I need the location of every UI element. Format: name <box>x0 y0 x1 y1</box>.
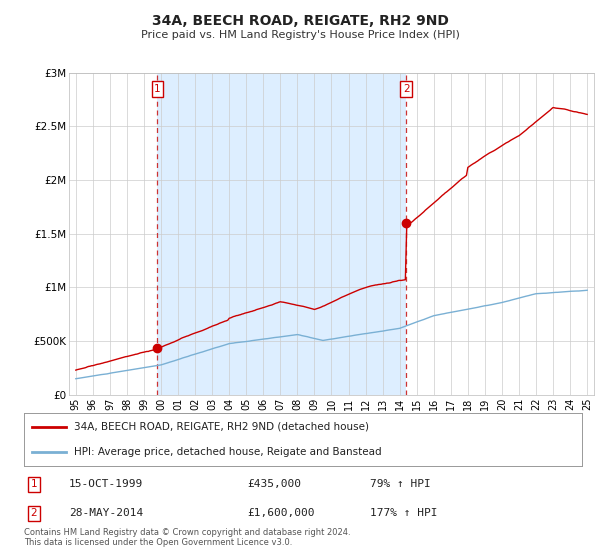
Text: £435,000: £435,000 <box>247 479 301 489</box>
Text: 79% ↑ HPI: 79% ↑ HPI <box>370 479 431 489</box>
Text: Price paid vs. HM Land Registry's House Price Index (HPI): Price paid vs. HM Land Registry's House … <box>140 30 460 40</box>
Text: Contains HM Land Registry data © Crown copyright and database right 2024.
This d: Contains HM Land Registry data © Crown c… <box>24 528 350 548</box>
Text: 15-OCT-1999: 15-OCT-1999 <box>68 479 143 489</box>
Text: 1: 1 <box>154 84 161 94</box>
Text: 34A, BEECH ROAD, REIGATE, RH2 9ND (detached house): 34A, BEECH ROAD, REIGATE, RH2 9ND (detac… <box>74 422 369 432</box>
Text: 28-MAY-2014: 28-MAY-2014 <box>68 508 143 518</box>
Bar <box>157 73 406 395</box>
Text: HPI: Average price, detached house, Reigate and Banstead: HPI: Average price, detached house, Reig… <box>74 447 382 457</box>
Text: 1: 1 <box>31 479 37 489</box>
Text: £1,600,000: £1,600,000 <box>247 508 315 518</box>
Text: 34A, BEECH ROAD, REIGATE, RH2 9ND: 34A, BEECH ROAD, REIGATE, RH2 9ND <box>152 14 448 28</box>
Text: 2: 2 <box>31 508 37 518</box>
Text: 2: 2 <box>403 84 409 94</box>
Text: 177% ↑ HPI: 177% ↑ HPI <box>370 508 437 518</box>
